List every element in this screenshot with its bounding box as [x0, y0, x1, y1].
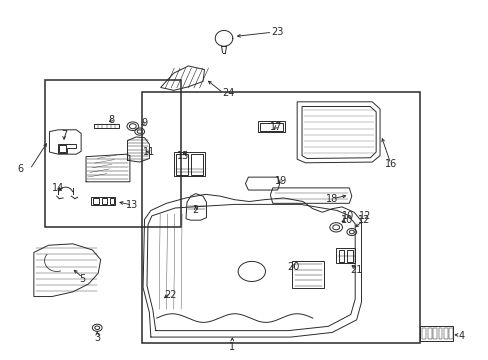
Bar	[438, 328, 442, 339]
Text: 1: 1	[229, 342, 235, 352]
Bar	[422, 328, 426, 339]
Bar	[338, 249, 344, 262]
Text: 8: 8	[109, 115, 115, 125]
Text: 12: 12	[359, 211, 371, 221]
Text: 14: 14	[52, 183, 64, 193]
Text: 9: 9	[141, 118, 147, 128]
Text: 15: 15	[177, 150, 189, 161]
Bar	[173, 152, 205, 176]
Text: 3: 3	[94, 333, 100, 343]
Bar	[335, 248, 354, 263]
Bar	[44, 80, 181, 226]
Bar	[190, 154, 203, 175]
Text: 12: 12	[357, 215, 369, 225]
Text: 22: 22	[164, 291, 176, 301]
Bar	[258, 121, 285, 132]
Text: 23: 23	[271, 27, 283, 37]
Text: 24: 24	[222, 88, 235, 98]
Text: 16: 16	[384, 159, 396, 169]
Text: 20: 20	[286, 262, 299, 272]
Text: 19: 19	[274, 176, 286, 186]
Bar	[110, 198, 114, 204]
Bar	[142, 92, 419, 343]
Text: 2: 2	[192, 206, 199, 216]
Text: 7: 7	[61, 130, 67, 140]
Text: 4: 4	[457, 331, 464, 341]
Bar	[448, 328, 452, 339]
Text: 6: 6	[17, 164, 23, 174]
Bar	[91, 197, 115, 205]
Bar	[346, 249, 352, 262]
Bar	[59, 145, 65, 152]
Text: 17: 17	[269, 122, 282, 132]
Bar	[432, 328, 436, 339]
Bar	[102, 198, 107, 204]
Bar	[427, 328, 431, 339]
Text: 11: 11	[143, 147, 155, 157]
Text: 18: 18	[325, 194, 338, 204]
Bar	[93, 198, 99, 204]
Bar	[176, 154, 188, 175]
Text: 21: 21	[350, 265, 362, 275]
Text: 10: 10	[342, 211, 354, 221]
Text: 10: 10	[340, 215, 352, 225]
Text: 5: 5	[80, 274, 85, 284]
Text: 13: 13	[126, 200, 138, 210]
Bar	[419, 326, 452, 341]
Bar	[94, 124, 119, 129]
Bar	[260, 123, 283, 131]
Bar	[443, 328, 447, 339]
Bar	[292, 261, 324, 288]
